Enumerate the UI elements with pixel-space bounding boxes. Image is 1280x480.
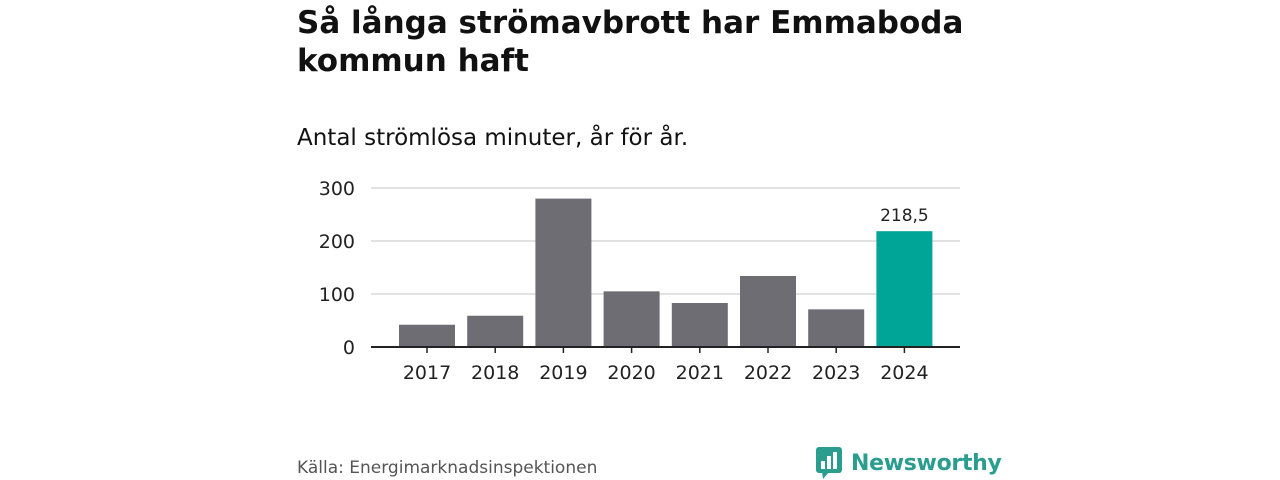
x-tick-label: 2019 xyxy=(539,362,587,384)
bar-2018 xyxy=(467,315,524,347)
bar-2021 xyxy=(671,303,728,347)
x-tick-label: 2022 xyxy=(744,362,792,384)
brand-name: Newsworthy xyxy=(851,450,1002,476)
data-label: 218,5 xyxy=(880,206,929,226)
x-tick-label: 2023 xyxy=(812,362,860,384)
chart-title: Så långa strömavbrott har Emmaboda kommu… xyxy=(297,5,964,79)
x-tick-label: 2021 xyxy=(676,362,724,384)
x-tick-label: 2017 xyxy=(403,362,451,384)
x-tick-label: 2018 xyxy=(471,362,519,384)
bar-2017 xyxy=(399,324,455,347)
y-tick-label: 200 xyxy=(319,231,355,253)
bar-2024 xyxy=(876,231,933,347)
bar-2020 xyxy=(603,291,660,347)
y-tick-label: 300 xyxy=(319,178,355,200)
bar-2022 xyxy=(740,275,796,347)
x-tick-label: 2020 xyxy=(607,362,655,384)
source-note: Källa: Energimarknadsinspektionen xyxy=(297,458,598,478)
bar-chart: 0 100 200 300 2017 2018 2019 2020 2021 2022 2023 20… xyxy=(319,178,960,384)
brand-logo: Newsworthy xyxy=(816,446,1002,480)
bar-chart-speech-bubble-icon xyxy=(816,447,842,479)
bar-2023 xyxy=(808,309,865,347)
x-tick-label: 2024 xyxy=(880,362,928,384)
y-tick-label: 0 xyxy=(343,337,355,359)
chart-subtitle: Antal strömlösa minuter, år för år. xyxy=(297,125,689,151)
y-tick-label: 100 xyxy=(319,284,355,306)
bar-2019 xyxy=(535,198,592,347)
